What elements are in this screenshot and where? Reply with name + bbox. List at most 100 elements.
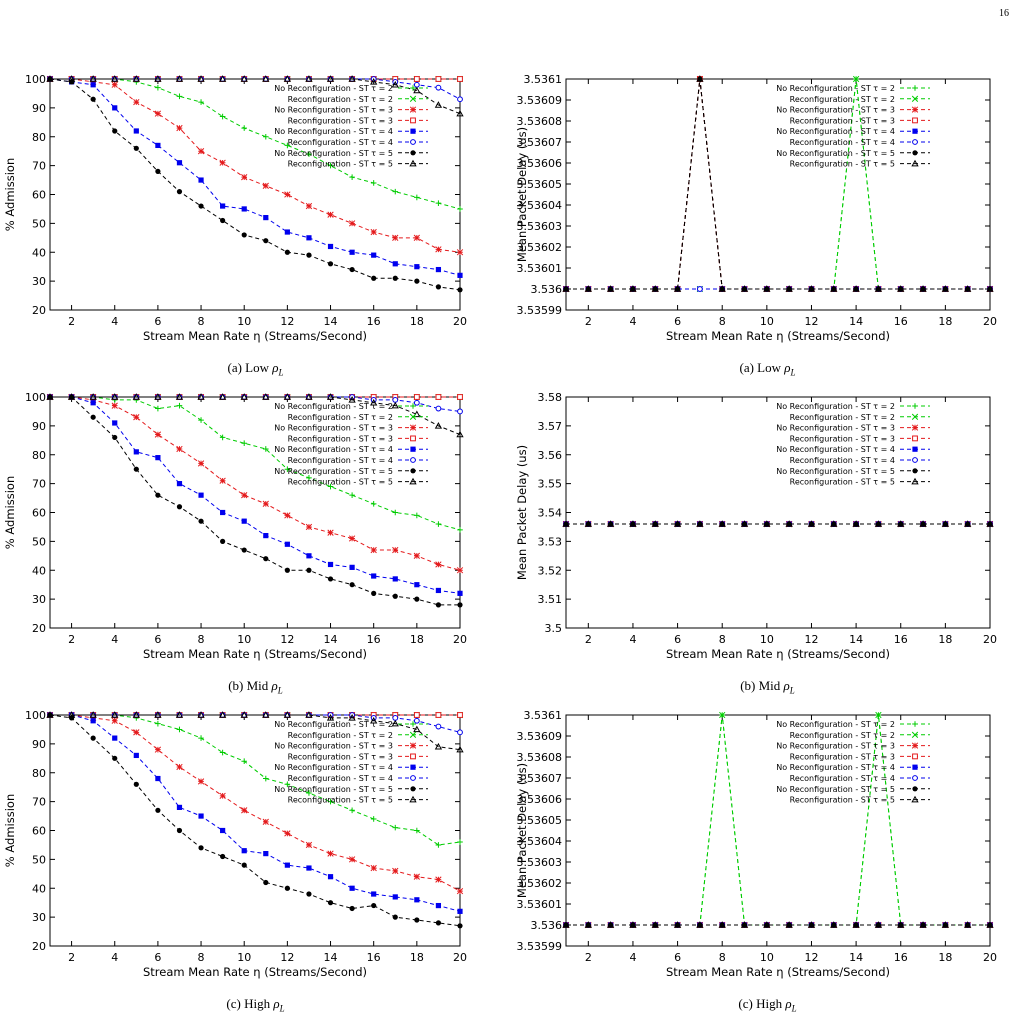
y-tick-label: 3.51 — [538, 593, 563, 606]
legend-label: No Reconfiguration - ST τ = 5 — [274, 467, 393, 476]
series-line — [50, 714, 461, 912]
data-point — [371, 252, 377, 258]
legend-marker — [410, 775, 416, 781]
legend-label: No Reconfiguration - ST τ = 5 — [776, 785, 895, 794]
subfigure-caption: (a) Low ρL — [0, 360, 511, 378]
x-axis-title: Stream Mean Rate η (Streams/Second) — [666, 647, 890, 661]
data-point — [852, 520, 860, 527]
data-point — [370, 398, 378, 406]
legend-label: No Reconfiguration - ST τ = 5 — [776, 149, 895, 158]
legend-marker — [410, 457, 416, 463]
data-point — [785, 921, 793, 928]
y-tick-label: 3.53604 — [517, 199, 563, 212]
data-point — [348, 714, 356, 721]
data-point — [218, 393, 227, 400]
chart-svg: 20 30 40 50 60 70 80 90 100 2 4 6 8 10 12 14 16 18 20 Strea… — [3, 391, 467, 661]
y-tick-label: 60 — [32, 189, 46, 202]
data-point — [919, 520, 927, 527]
data-point — [176, 804, 183, 810]
y-tick-label: 3.536 — [531, 919, 563, 932]
y-tick-label: 3.55 — [538, 478, 563, 491]
data-point — [306, 151, 312, 157]
data-point — [198, 735, 204, 741]
legend-marker — [912, 468, 918, 474]
y-tick-label: 3.53603 — [517, 856, 563, 869]
y-tick-label: 50 — [32, 853, 46, 866]
data-point — [414, 264, 420, 270]
plot-frame — [565, 714, 991, 947]
data-point — [155, 775, 161, 782]
data-point — [306, 553, 312, 559]
data-point — [413, 394, 420, 400]
data-point — [435, 602, 442, 608]
data-point — [133, 414, 140, 421]
legend: No Reconfiguration - ST τ = 2 Reconfigura… — [274, 720, 428, 805]
data-point — [218, 75, 227, 82]
data-point — [413, 552, 420, 559]
data-point — [456, 249, 464, 256]
caption-subscript: L — [278, 367, 284, 378]
data-point — [241, 848, 247, 854]
data-point — [133, 781, 139, 787]
data-point — [435, 394, 442, 400]
legend: No Reconfiguration - ST τ = 2 Reconfigura… — [274, 402, 428, 487]
data-point — [414, 194, 420, 201]
data-point — [370, 864, 377, 872]
x-tick-label: 6 — [154, 951, 161, 964]
legend-label: No Reconfiguration - ST τ = 4 — [274, 445, 393, 454]
data-point — [284, 249, 290, 255]
subfigure-caption: (c) High ρL — [512, 996, 1023, 1014]
data-point — [283, 711, 292, 718]
caption-prefix: (a) Low — [227, 360, 273, 375]
data-point — [241, 518, 247, 524]
data-point — [327, 261, 334, 267]
y-tick-label: 50 — [32, 535, 46, 548]
data-point — [348, 535, 356, 542]
series-line — [50, 714, 461, 846]
data-point — [370, 716, 378, 724]
series-line — [49, 714, 461, 927]
data-point — [326, 393, 335, 400]
data-point — [435, 284, 442, 290]
data-point — [306, 235, 312, 241]
legend-marker — [409, 95, 417, 102]
data-point — [584, 520, 592, 527]
data-point — [435, 902, 442, 909]
data-point — [283, 393, 292, 400]
data-point — [740, 520, 749, 527]
data-point — [111, 81, 118, 88]
data-point — [133, 145, 139, 151]
y-tick-label: 3.58 — [538, 391, 563, 404]
y-tick-label: 40 — [32, 882, 46, 895]
data-point — [941, 520, 950, 527]
caption-rho: ρ — [783, 678, 790, 693]
data-point — [852, 75, 860, 83]
legend-marker — [409, 477, 417, 485]
x-axis-title: Stream Mean Rate η (Streams/Second) — [143, 329, 367, 343]
x-tick-label: 14 — [324, 951, 338, 964]
data-point — [986, 520, 994, 527]
x-tick-label: 4 — [111, 315, 118, 328]
subfigure-caption: (a) Low ρL — [512, 360, 1023, 378]
legend-marker — [409, 413, 417, 420]
data-point — [263, 879, 269, 886]
y-axis-title: Mean Packet Delay (us) — [515, 127, 529, 262]
data-point — [629, 285, 637, 292]
data-point — [434, 101, 443, 108]
data-point — [785, 285, 793, 292]
data-point — [435, 876, 442, 883]
data-point — [391, 401, 399, 409]
data-point — [327, 529, 334, 536]
data-point — [90, 414, 96, 420]
data-point — [263, 215, 269, 221]
data-point — [457, 908, 463, 914]
data-point — [112, 105, 118, 111]
chart-svg: 20 30 40 50 60 70 80 90 100 2 4 6 8 10 12 14 16 18 20 Strea… — [3, 709, 467, 979]
data-point — [132, 75, 140, 82]
data-point — [852, 285, 860, 292]
data-point — [719, 711, 726, 719]
data-point — [434, 742, 443, 750]
y-tick-label: 20 — [32, 940, 46, 953]
legend-label: No Reconfiguration - ST τ = 5 — [274, 149, 393, 158]
data-point — [219, 434, 226, 441]
